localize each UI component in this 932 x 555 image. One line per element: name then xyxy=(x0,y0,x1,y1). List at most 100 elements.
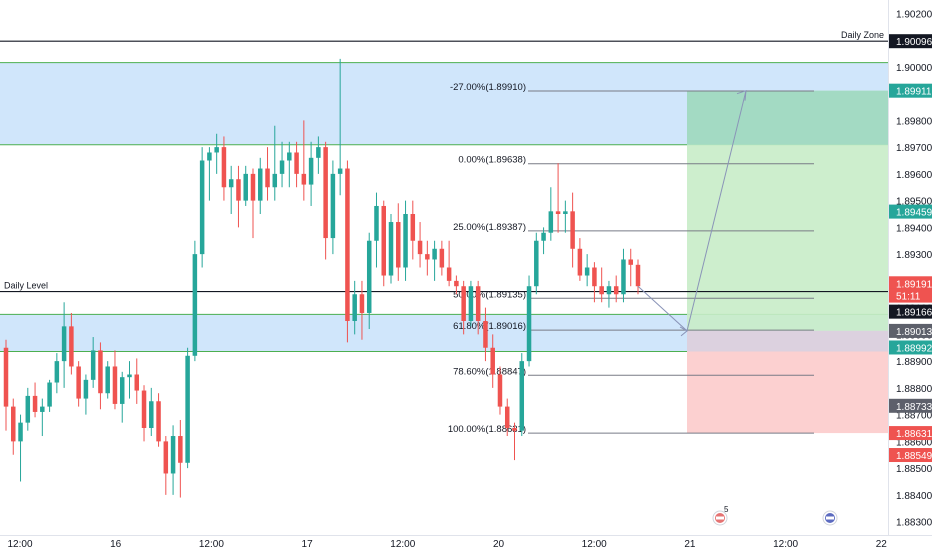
price-tick-label: 1.89500 xyxy=(896,197,932,208)
candle-body xyxy=(134,374,140,391)
fib-label: 25.00%(1.89387) xyxy=(453,222,526,233)
candle-body xyxy=(432,248,437,260)
candle-body xyxy=(599,286,604,295)
price-label-bg xyxy=(889,398,932,413)
price-label: 1.88631 xyxy=(896,429,932,440)
fib-label: 50.00%(1.89135) xyxy=(453,289,526,300)
candle-body xyxy=(228,179,234,188)
candle-body xyxy=(105,366,110,394)
candle-body xyxy=(388,222,394,276)
candle-body xyxy=(577,248,583,276)
candle-body xyxy=(359,294,365,313)
price-tick-label: 1.88900 xyxy=(896,357,932,368)
candle-body xyxy=(337,168,343,174)
fib-label: 61.80%(1.89016) xyxy=(453,321,526,332)
candle-body xyxy=(366,240,372,313)
projection-arrowhead-2 xyxy=(736,89,747,101)
candle-body xyxy=(497,374,503,407)
candle-body xyxy=(258,168,263,201)
price-tick-label: 1.88600 xyxy=(896,437,932,448)
candle-body xyxy=(592,267,597,287)
candle-body xyxy=(381,205,386,276)
candle-body xyxy=(287,152,292,161)
price-label-bg xyxy=(889,288,932,303)
levels-layer: Daily Zone Daily Level xyxy=(0,30,888,293)
price-label-bg xyxy=(889,83,932,98)
time-tick-label: 21 xyxy=(684,539,696,550)
candle-body xyxy=(490,347,495,375)
loss-area-zone-overlap xyxy=(687,330,888,352)
candle-body xyxy=(272,173,278,188)
candle-body xyxy=(323,147,328,239)
candle-body xyxy=(69,326,74,367)
time-axis[interactable]: 12:00 16 12:00 17 12:00 20 12:00 21 12:00 22 xyxy=(0,535,932,551)
price-tick-label: 1.90200 xyxy=(896,9,932,20)
price-tick-label: 1.89700 xyxy=(896,143,932,154)
candle-body xyxy=(192,254,198,356)
fib-label: 100.00%(1.88631) xyxy=(448,424,526,435)
price-tick-label: 1.88400 xyxy=(896,491,932,502)
price-label-bg xyxy=(889,426,932,441)
price-tick-label: 1.88300 xyxy=(896,518,932,529)
flag-stripe-icon xyxy=(826,516,834,520)
candle-body xyxy=(374,205,379,241)
fib-label: 0.00%(1.89638) xyxy=(458,155,526,166)
candle-body xyxy=(417,240,423,255)
price-label-bg xyxy=(889,304,932,319)
candle-body xyxy=(519,361,525,431)
price-axis[interactable]: 1.88300 1.88400 1.88500 1.88600 1.88700 1.888… xyxy=(888,0,932,550)
candle-body xyxy=(112,366,118,404)
time-tick-label: 22 xyxy=(876,539,888,550)
candle-body xyxy=(454,280,459,287)
candle-body xyxy=(403,214,408,268)
badges-layer: 5 xyxy=(712,505,838,526)
candle-body xyxy=(76,366,81,399)
candle-body xyxy=(265,168,270,188)
candle-body xyxy=(468,286,474,321)
candle-body xyxy=(54,361,60,383)
price-label: 51:11 xyxy=(896,292,921,303)
candle-body xyxy=(40,406,45,412)
price-tick-label: 1.88700 xyxy=(896,411,932,422)
price-tick-label: 1.89600 xyxy=(896,170,932,181)
price-label-bg xyxy=(889,323,932,338)
candle-body xyxy=(504,406,510,428)
profit-area-zone-overlap xyxy=(687,90,888,145)
time-tick-label: 16 xyxy=(110,539,122,550)
price-label: 1.89459 xyxy=(896,208,932,219)
candle-body xyxy=(410,214,416,241)
candle-body xyxy=(243,173,248,201)
candle-body xyxy=(221,147,227,188)
candle-body xyxy=(584,267,590,276)
candle-body xyxy=(526,286,532,362)
candle-body xyxy=(47,382,52,407)
candle-body xyxy=(163,441,169,474)
candle-body xyxy=(127,374,132,378)
candle-body xyxy=(548,211,554,233)
price-label-bg xyxy=(889,276,932,291)
candle-body xyxy=(439,248,445,268)
candle-body xyxy=(308,157,314,185)
projection-layer xyxy=(637,89,747,337)
candle-body xyxy=(141,390,147,428)
time-tick-label: 12:00 xyxy=(773,539,798,550)
candle-body xyxy=(294,152,299,174)
candle-body xyxy=(178,436,183,463)
candle-body xyxy=(628,259,633,265)
price-label-bg xyxy=(889,340,932,355)
candle-body xyxy=(613,286,619,295)
candle-body xyxy=(570,211,575,249)
price-label-bg xyxy=(889,34,932,49)
fib-layer: -27.00%(1.89910) 0.00%(1.89638) 25.00%(1.8… xyxy=(448,82,814,435)
candle-body xyxy=(185,355,190,463)
candle-body xyxy=(345,168,350,321)
price-tick-label: 1.89400 xyxy=(896,223,932,234)
price-tick-label: 1.90000 xyxy=(896,63,932,74)
candle-body xyxy=(635,264,641,287)
candle-body xyxy=(534,240,539,287)
candle-body xyxy=(316,147,321,158)
candle-body xyxy=(236,179,241,201)
candle-body xyxy=(483,321,488,348)
fib-label: -27.00%(1.89910) xyxy=(450,82,526,93)
